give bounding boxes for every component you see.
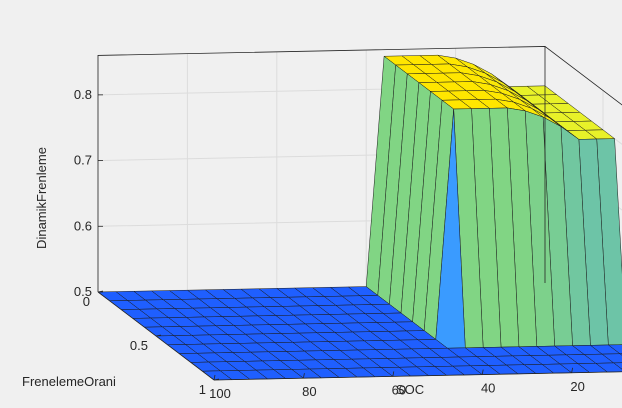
y-axis-label: FrenelemeOrani (22, 374, 116, 389)
x-tick-mark (392, 371, 395, 377)
y-tick-label: 1 (199, 382, 206, 397)
x-tick-mark (213, 374, 216, 381)
z-tick-label: 0.7 (74, 153, 92, 168)
tick-layer: 0.50.60.70.802040608010000.51 (74, 87, 585, 401)
box-edge-front-bottom (213, 371, 622, 381)
x-tick-mark (571, 367, 573, 373)
box-edge-top (97, 46, 622, 292)
y-tick-mark (155, 334, 162, 337)
z-axis-label: DinamikFrenleme (34, 147, 49, 249)
z-tick-label: 0.6 (74, 218, 92, 233)
x-tick-mark (303, 373, 305, 379)
y-tick-label: 0.5 (130, 338, 148, 353)
x-tick-label: 20 (570, 379, 584, 394)
y-tick-label: 0 (83, 294, 90, 309)
y-tick-mark (213, 378, 220, 381)
x-tick-label: 60 (392, 382, 406, 397)
x-tick-label: 80 (302, 384, 316, 399)
surface-layer (97, 54, 622, 381)
x-tick-mark (481, 369, 484, 375)
x-tick-label: 40 (481, 381, 495, 396)
z-tick-label: 0.5 (74, 284, 92, 299)
y-tick-mark (97, 290, 104, 293)
z-tick-label: 0.8 (74, 87, 92, 102)
x-axis-label: SOC (396, 382, 424, 397)
x-tick-label: 100 (209, 386, 231, 401)
